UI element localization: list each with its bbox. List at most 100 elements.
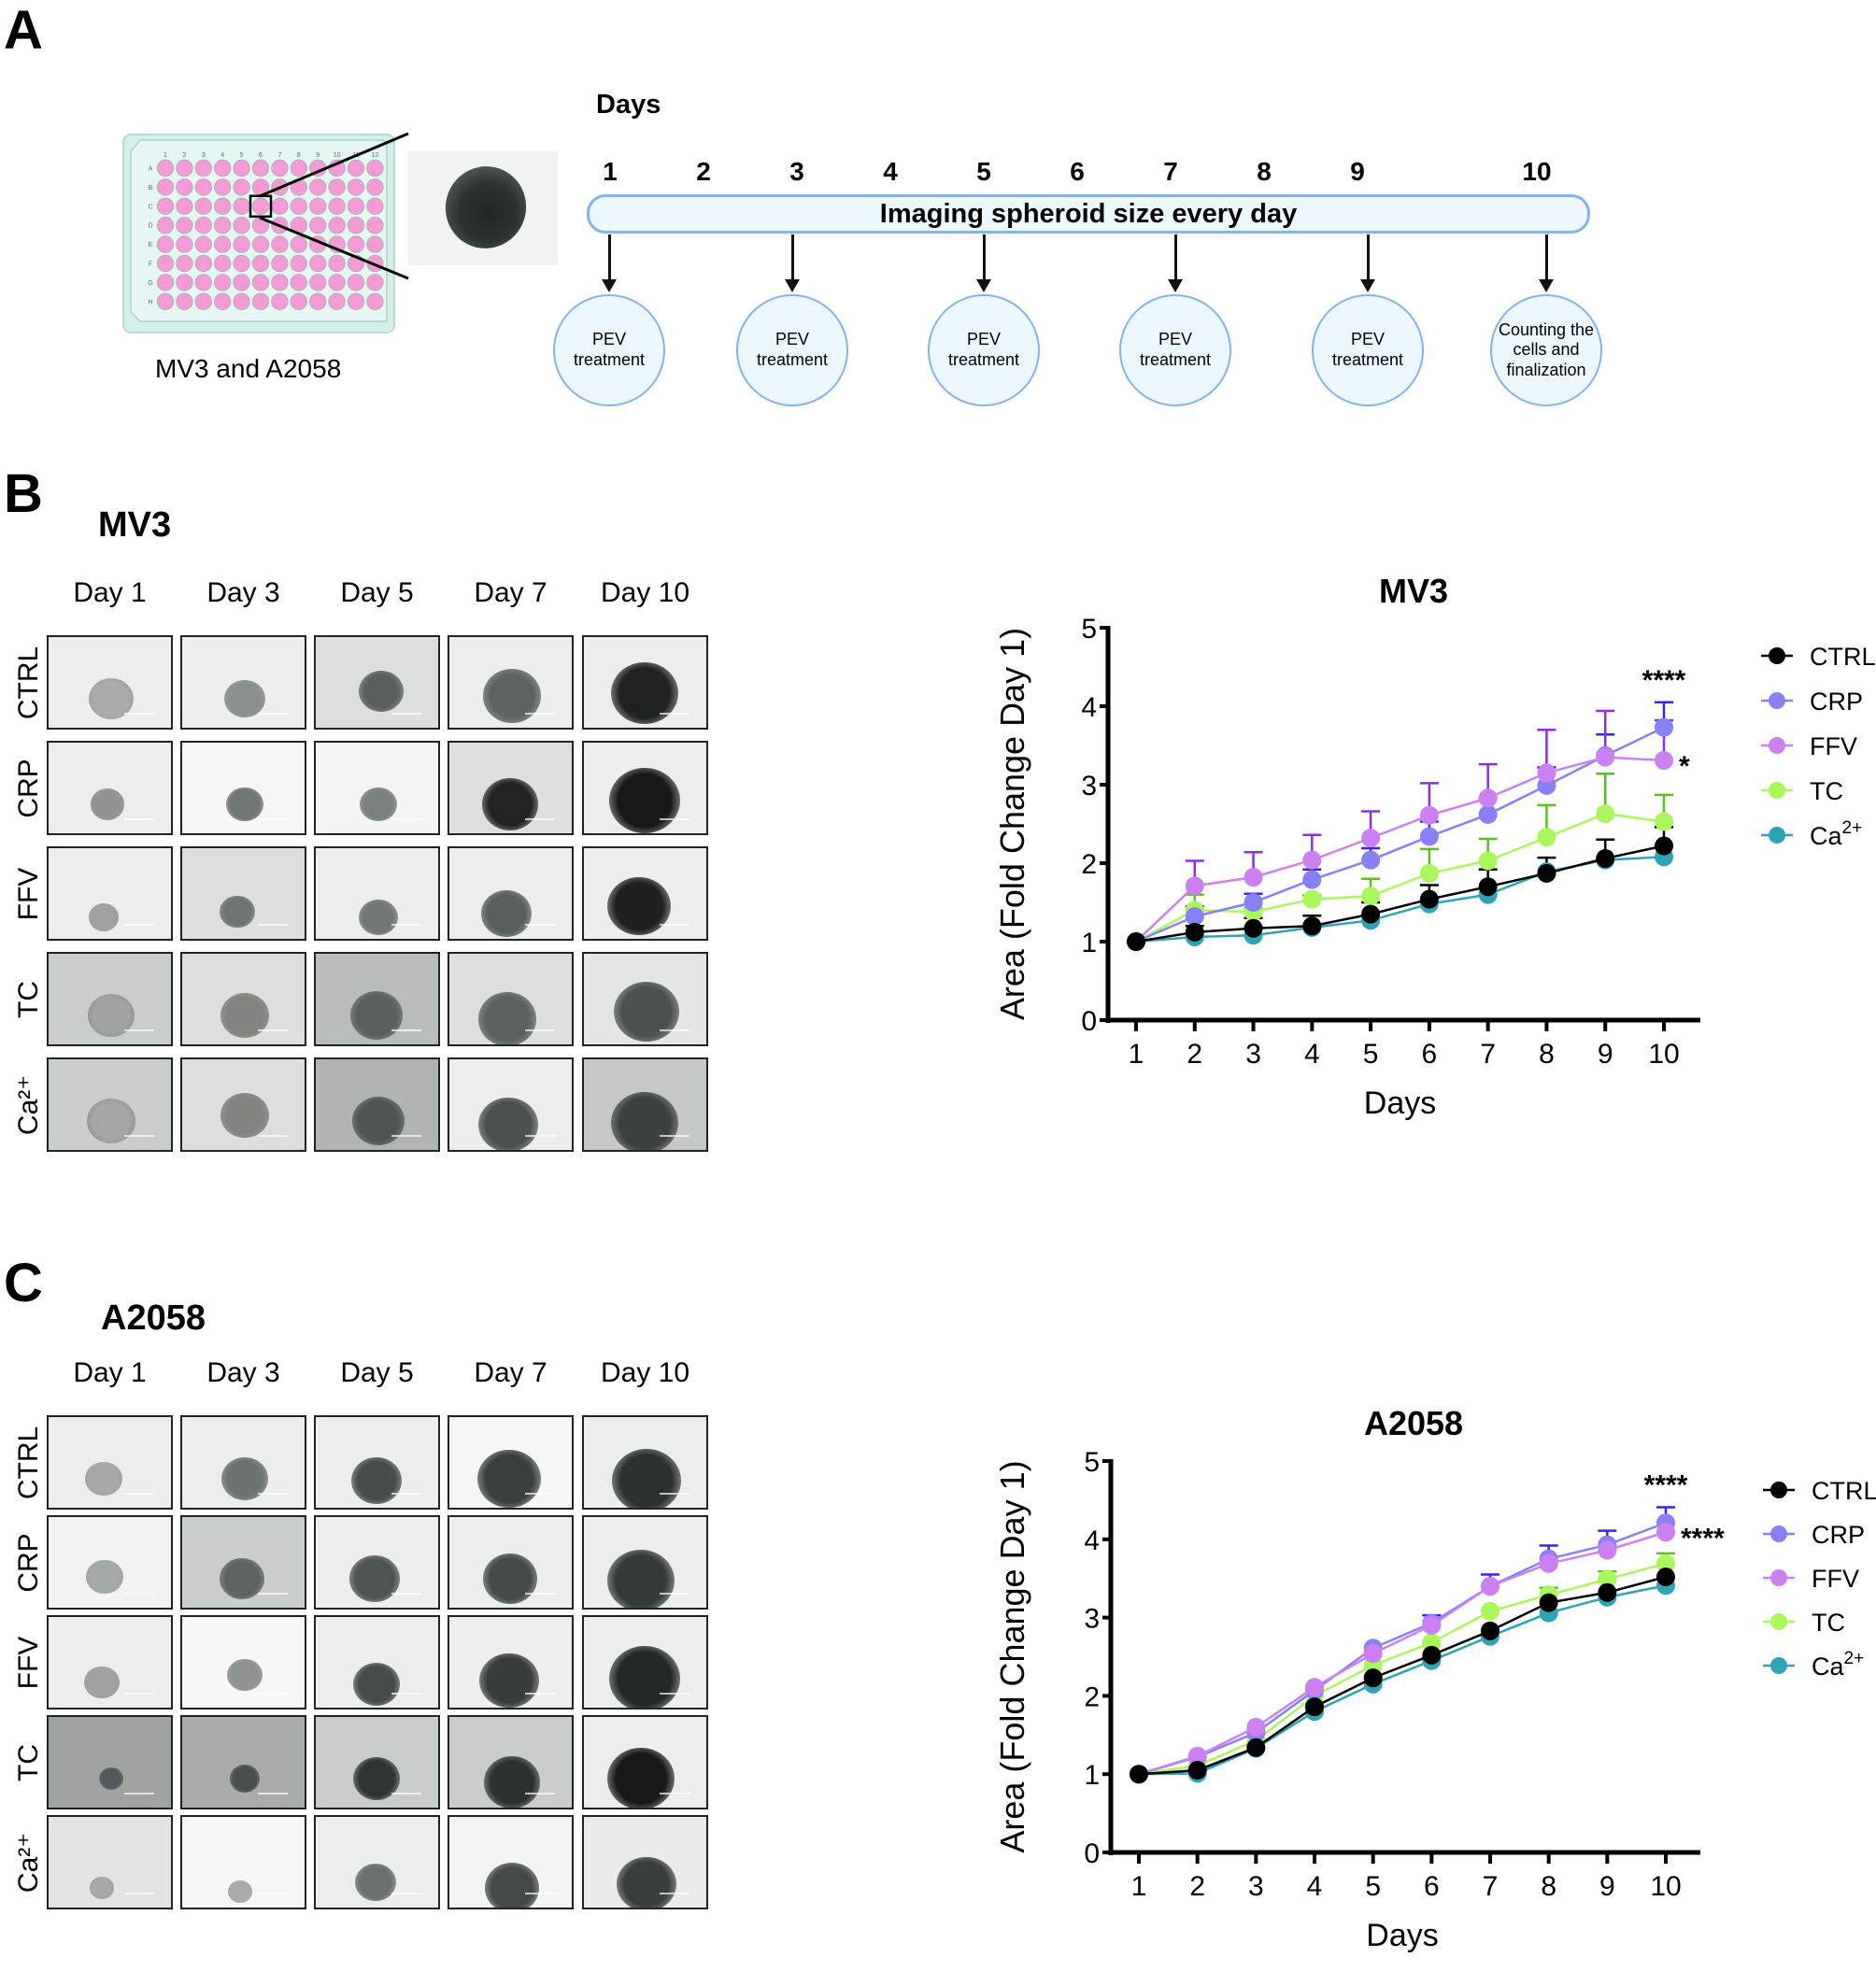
- x-axis-label: Days: [1364, 1085, 1436, 1121]
- plate-well: [156, 254, 175, 273]
- timeline-event-label: PEV treatment: [1331, 330, 1404, 369]
- column-header-day: Day 5: [340, 1357, 414, 1388]
- spheroid-micrograph: [47, 1415, 173, 1510]
- scale-bar: [258, 1693, 288, 1695]
- legend-marker: [1770, 1569, 1787, 1586]
- plate-well: [156, 216, 175, 234]
- spheroid-micrograph: [47, 952, 173, 1046]
- plate-well: [366, 178, 384, 196]
- plate-well: [290, 274, 308, 291]
- plate-well: [194, 178, 213, 196]
- column-header-day: Day 3: [206, 1357, 280, 1388]
- spheroid-micrograph: [582, 1515, 708, 1610]
- plate-well: [156, 292, 175, 311]
- spheroid: [228, 1880, 252, 1903]
- scale-bar: [660, 713, 689, 715]
- y-tick-label: 1: [1081, 928, 1097, 958]
- column-header-day: Day 5: [340, 577, 414, 608]
- spheroid-micrograph: [448, 1415, 574, 1510]
- x-tick-label: 2: [1189, 1871, 1205, 1902]
- data-point-crp: [1244, 893, 1263, 912]
- data-point-tc: [1537, 828, 1556, 847]
- spheroid-micrograph: [180, 1715, 306, 1809]
- plate-column-label: 12: [372, 152, 379, 159]
- x-tick-label: 8: [1539, 1039, 1555, 1070]
- x-tick-label: 7: [1480, 1039, 1496, 1070]
- data-point-crp: [1655, 717, 1673, 737]
- spheroid-micrograph: [582, 635, 708, 730]
- plate-well: [251, 159, 270, 177]
- spheroid: [90, 1877, 114, 1899]
- spheroid-micrograph: [448, 635, 574, 730]
- column-header-day: Day 7: [474, 577, 547, 608]
- timeline-event-circle: Counting the cells and finalization: [1490, 294, 1602, 406]
- timeline-day-number: 9: [1350, 157, 1365, 186]
- x-tick-label: 2: [1187, 1039, 1202, 1070]
- plate-well: [194, 254, 213, 273]
- plate-well: [176, 274, 193, 291]
- spheroid-micrograph: [47, 635, 173, 730]
- x-tick-label: 1: [1129, 1039, 1144, 1070]
- spheroid-micrograph: [314, 1057, 440, 1152]
- data-point-ffv: [1478, 788, 1498, 808]
- data-point-tc: [1478, 851, 1498, 871]
- spheroid: [91, 788, 124, 820]
- scale-bar: [660, 818, 689, 820]
- x-tick-label: 9: [1599, 1871, 1615, 1902]
- spheroid: [607, 1549, 675, 1608]
- legend-marker: [1770, 1613, 1787, 1630]
- data-point-ctrl: [1361, 904, 1381, 924]
- plate-well: [233, 178, 250, 196]
- plate-well: [328, 254, 346, 273]
- legend-marker: [1770, 1525, 1787, 1542]
- x-tick-label: 5: [1363, 1039, 1379, 1070]
- data-point-ctrl: [1596, 848, 1615, 868]
- scale-bar: [258, 1135, 288, 1137]
- plate-well: [176, 216, 193, 234]
- data-point-ffv: [1363, 1644, 1383, 1664]
- data-point-ffv: [1244, 868, 1263, 887]
- spheroid-micrograph: [47, 846, 173, 941]
- timeline-event-circle: PEV treatment: [553, 294, 665, 406]
- scale-bar: [525, 1493, 555, 1495]
- timeline-event-circle: PEV treatment: [1312, 294, 1424, 406]
- plate-well: [290, 197, 308, 216]
- spheroid: [479, 1653, 539, 1708]
- legend-label: Ca2+: [1812, 1649, 1864, 1681]
- data-point-tc: [1361, 887, 1381, 906]
- spheroid: [84, 1666, 120, 1699]
- spheroid-micrograph: [582, 1057, 708, 1152]
- timeline-day-number: 6: [1070, 157, 1085, 186]
- scale-bar: [391, 1493, 421, 1495]
- plate-row-label: D: [148, 223, 152, 230]
- panel-label-c: C: [4, 1253, 43, 1313]
- legend-marker: [1769, 692, 1785, 709]
- spheroid-micrograph: [47, 1715, 173, 1809]
- x-tick-label: 3: [1248, 1871, 1264, 1902]
- data-point-tc: [1419, 863, 1439, 883]
- plate-well: [213, 216, 232, 234]
- spheroid: [86, 1559, 123, 1595]
- spheroid-micrograph: [47, 1615, 173, 1710]
- spheroid: [607, 876, 671, 936]
- spheroid: [481, 890, 532, 937]
- x-tick-label: 3: [1245, 1039, 1261, 1070]
- data-point-ctrl: [1419, 889, 1439, 909]
- plate-well: [308, 292, 327, 311]
- plate-well: [271, 292, 289, 311]
- data-point-ffv: [1419, 805, 1439, 825]
- spheroid-micrograph: [180, 1415, 306, 1510]
- data-point-ctrl: [1185, 922, 1204, 942]
- legend-marker: [1770, 1657, 1787, 1674]
- scale-bar: [660, 1493, 689, 1495]
- series-line-ca2: [1138, 1584, 1667, 1776]
- spheroid: [609, 1646, 680, 1708]
- plate-well: [366, 197, 384, 216]
- spheroid: [99, 1767, 123, 1790]
- zoom-connector-lines: [259, 132, 409, 280]
- spheroid: [483, 1553, 537, 1604]
- plate-well: [347, 274, 365, 291]
- timeline-day-number: 3: [789, 157, 804, 186]
- plate-well: [194, 235, 213, 253]
- column-header-day: Day 1: [73, 577, 147, 608]
